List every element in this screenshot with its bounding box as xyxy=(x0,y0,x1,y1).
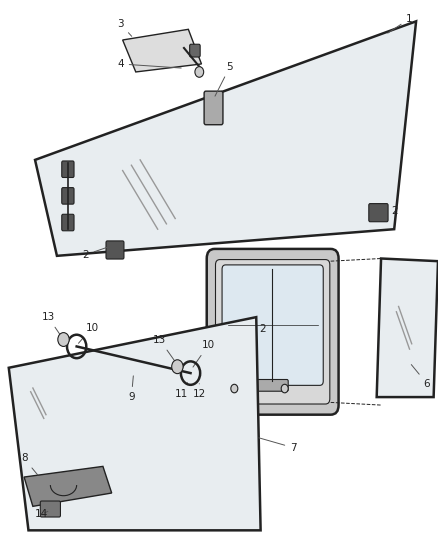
Circle shape xyxy=(58,333,69,346)
Circle shape xyxy=(231,384,238,393)
FancyBboxPatch shape xyxy=(215,260,330,404)
Circle shape xyxy=(281,384,288,393)
Polygon shape xyxy=(377,259,438,397)
FancyBboxPatch shape xyxy=(242,379,288,391)
Text: 2: 2 xyxy=(259,325,266,334)
FancyBboxPatch shape xyxy=(62,214,74,231)
Text: 3: 3 xyxy=(117,19,132,36)
Polygon shape xyxy=(9,317,261,530)
Text: 9: 9 xyxy=(128,376,135,402)
Text: 4: 4 xyxy=(117,59,181,69)
Text: 10: 10 xyxy=(193,341,215,367)
FancyBboxPatch shape xyxy=(204,91,223,125)
Polygon shape xyxy=(24,466,112,506)
Text: 1: 1 xyxy=(388,14,413,33)
Text: 12: 12 xyxy=(193,384,206,399)
FancyBboxPatch shape xyxy=(62,161,74,177)
Text: 2: 2 xyxy=(82,247,108,260)
Text: 13: 13 xyxy=(42,312,61,336)
Text: 2: 2 xyxy=(374,206,398,215)
Text: 14: 14 xyxy=(35,510,48,519)
FancyBboxPatch shape xyxy=(207,249,339,415)
Text: 10: 10 xyxy=(78,323,99,343)
Text: 5: 5 xyxy=(215,62,233,96)
FancyBboxPatch shape xyxy=(106,241,124,259)
Circle shape xyxy=(195,67,204,77)
Text: 11: 11 xyxy=(175,383,188,399)
Circle shape xyxy=(172,360,183,374)
Text: 7: 7 xyxy=(259,438,297,453)
Polygon shape xyxy=(35,21,416,256)
FancyBboxPatch shape xyxy=(190,44,200,57)
FancyBboxPatch shape xyxy=(40,501,60,517)
FancyBboxPatch shape xyxy=(222,265,323,385)
FancyBboxPatch shape xyxy=(62,188,74,204)
Text: 13: 13 xyxy=(153,335,175,361)
Text: 8: 8 xyxy=(21,454,38,475)
FancyBboxPatch shape xyxy=(369,204,388,222)
Polygon shape xyxy=(123,29,201,72)
Text: 6: 6 xyxy=(411,365,431,389)
